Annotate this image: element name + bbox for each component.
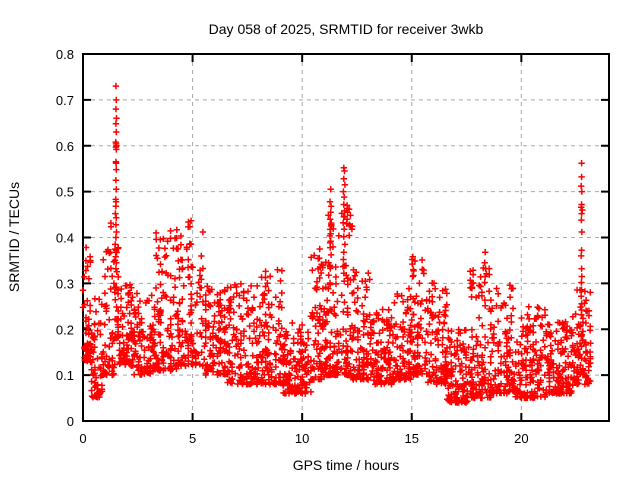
x-axis-label: GPS time / hours [293,457,400,473]
plot-border [82,53,610,422]
y-tick-label: 0.3 [56,276,74,291]
y-tick-label: 0 [67,414,74,429]
data-series-markers [79,82,594,406]
chart-title: Day 058 of 2025, SRMTID for receiver 3wk… [209,21,484,37]
y-tick-label: 0.1 [56,368,74,383]
x-tick-labels: 0 5 10 15 20 [79,431,528,446]
y-tick-label: 0.7 [56,93,74,108]
x-tick-label: 0 [79,431,86,446]
x-tick-label: 15 [405,431,419,446]
y-tick-label: 0.5 [56,185,74,200]
y-axis-label: SRMTID / TECUs [6,182,22,292]
x-tick-label: 10 [295,431,309,446]
y-tick-label: 0.2 [56,322,74,337]
x-tick-label: 5 [189,431,196,446]
y-tick-label: 0.6 [56,139,74,154]
y-tick-label: 0.4 [56,231,74,246]
y-tick-label: 0.8 [56,47,74,62]
x-tick-label: 20 [514,431,528,446]
y-tick-labels: 0 0.1 0.2 0.3 0.4 0.5 0.6 0.7 0.8 [56,47,74,429]
